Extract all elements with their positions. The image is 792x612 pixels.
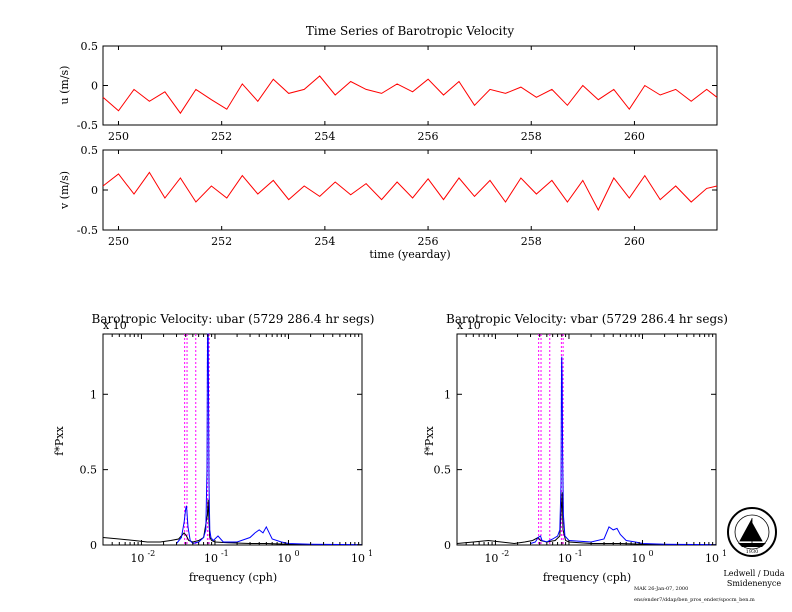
ubar-x-tick-label: 10 [204, 552, 218, 565]
u-y-tick-label: 0.5 [81, 40, 99, 53]
v-y-axis: -0.5 0 0.5 [77, 144, 717, 237]
ubar-y-tick-label: 0.5 [80, 464, 98, 477]
vbar-x-tick-label: 10 [631, 552, 645, 565]
vbar-y-tick-label: 0.5 [434, 464, 452, 477]
seal-inner-ring [734, 514, 770, 550]
ubar-x-axis-label: frequency (cph) [189, 571, 277, 584]
vbar-x-tick-exponent: 0 [648, 549, 653, 558]
credit-authors: Ledwell / Duda [723, 569, 784, 578]
credit-group: Smidenenyce [727, 579, 782, 588]
ubar-y-tick-label: 0 [90, 539, 97, 552]
u-x-tick-label: 250 [108, 130, 129, 143]
u-x-tick-label: 260 [624, 130, 645, 143]
u-x-tick-label: 252 [211, 130, 232, 143]
vbar-x-axis: 10 -2 10 -1 10 0 10 1 [456, 334, 727, 565]
u-time-series-panel: Time Series of Barotropic Velocity 250 25… [58, 24, 718, 143]
vbar-reference-lines [538, 334, 564, 545]
vbar-scale-label: x 10 [457, 319, 481, 332]
v-x-tick-label: 254 [314, 235, 335, 248]
vbar-blue-series [530, 356, 717, 546]
ubar-x-tick-label: 10 [130, 552, 144, 565]
vbar-x-tick-label: 10 [558, 552, 572, 565]
ubar-x-tick-label: 10 [277, 552, 291, 565]
ubar-x-tick-exponent: -2 [147, 549, 155, 558]
ubar-x-axis: 10 -2 10 -1 10 0 10 1 [102, 334, 373, 565]
u-y-axis-label: u (m/s) [58, 66, 71, 105]
ubar-x-tick-exponent: 0 [294, 549, 299, 558]
ubar-black-series [102, 499, 363, 546]
u-chart-title: Time Series of Barotropic Velocity [306, 24, 514, 38]
vbar-x-tick-exponent: -2 [501, 549, 509, 558]
u-x-tick-label: 258 [521, 130, 542, 143]
ubar-y-axis-label: f*Pxx [53, 426, 66, 456]
vbar-y-axis-label: f*Pxx [423, 426, 436, 456]
seal-year: 1930 [746, 549, 759, 555]
vbar-x-tick-label: 10 [705, 552, 719, 565]
ubar-blue-series [176, 333, 363, 546]
vbar-x-tick-exponent: -1 [575, 549, 583, 558]
vbar-x-axis-label: frequency (cph) [543, 571, 631, 584]
vbar-black-series [456, 492, 717, 546]
ubar-y-axis: 00.51 [80, 388, 362, 552]
ubar-chart-title: Barotropic Velocity: ubar (5729 286.4 hr… [92, 312, 375, 326]
credit-author-date: MAK 26-Jan-07, 2000 [634, 586, 688, 592]
ubar-spectrum-panel: Barotropic Velocity: ubar (5729 286.4 hr… [53, 312, 374, 584]
v-y-tick-label: 0.5 [81, 144, 99, 157]
ubar-x-tick-exponent: -1 [221, 549, 229, 558]
u-x-axis: 250 252 254 256 258 260 [108, 46, 645, 143]
credit-file-path: ens/ender7/ddap/ben_pros_ender/spocm_ben… [634, 597, 755, 603]
ubar-x-tick-label: 10 [351, 552, 365, 565]
institution-seal: 1930 [727, 507, 777, 557]
v-series-line [102, 171, 718, 212]
v-x-tick-label: 252 [211, 235, 232, 248]
vbar-y-tick-label: 0 [444, 539, 451, 552]
v-x-tick-label: 256 [418, 235, 439, 248]
ubar-scale-label: x 10 [103, 319, 127, 332]
v-x-tick-label: 260 [624, 235, 645, 248]
u-series-line [102, 75, 718, 115]
vbar-chart-title: Barotropic Velocity: vbar (5729 286.4 hr… [446, 312, 728, 326]
u-y-tick-label: 0 [91, 80, 98, 93]
ship-icon [739, 518, 763, 544]
u-x-tick-label: 256 [418, 130, 439, 143]
vbar-x-tick-label: 10 [484, 552, 498, 565]
vbar-y-axis: 00.51 [434, 388, 716, 552]
v-y-axis-label: v (m/s) [58, 171, 71, 210]
u-y-tick-label: -0.5 [77, 119, 98, 132]
vbar-plot-frame [456, 333, 717, 546]
ubar-y-tick-label: 1 [90, 388, 97, 401]
vbar-x-tick-exponent: 1 [722, 549, 727, 558]
v-y-tick-label: -0.5 [77, 224, 98, 237]
v-plot-frame [102, 149, 718, 231]
ship-hull-icon [738, 543, 766, 547]
u-x-tick-label: 254 [314, 130, 335, 143]
ubar-x-tick-exponent: 1 [368, 549, 373, 558]
v-x-tick-label: 250 [108, 235, 129, 248]
v-x-tick-label: 258 [521, 235, 542, 248]
v-x-axis-label: time (yearday) [369, 248, 450, 261]
ubar-reference-lines [184, 334, 210, 545]
vbar-y-tick-label: 1 [444, 388, 451, 401]
u-y-axis: -0.5 0 0.5 [77, 40, 717, 132]
vbar-spectrum-panel: Barotropic Velocity: vbar (5729 286.4 hr… [423, 312, 728, 584]
ubar-plot-frame [102, 333, 363, 546]
u-plot-frame [102, 45, 718, 126]
v-x-axis: 250 252 254 256 258 260 [108, 150, 645, 248]
v-time-series-panel: 250 252 254 256 258 260 -0.5 0 0.5 v (m/s) time… [58, 144, 718, 261]
v-y-tick-label: 0 [91, 184, 98, 197]
